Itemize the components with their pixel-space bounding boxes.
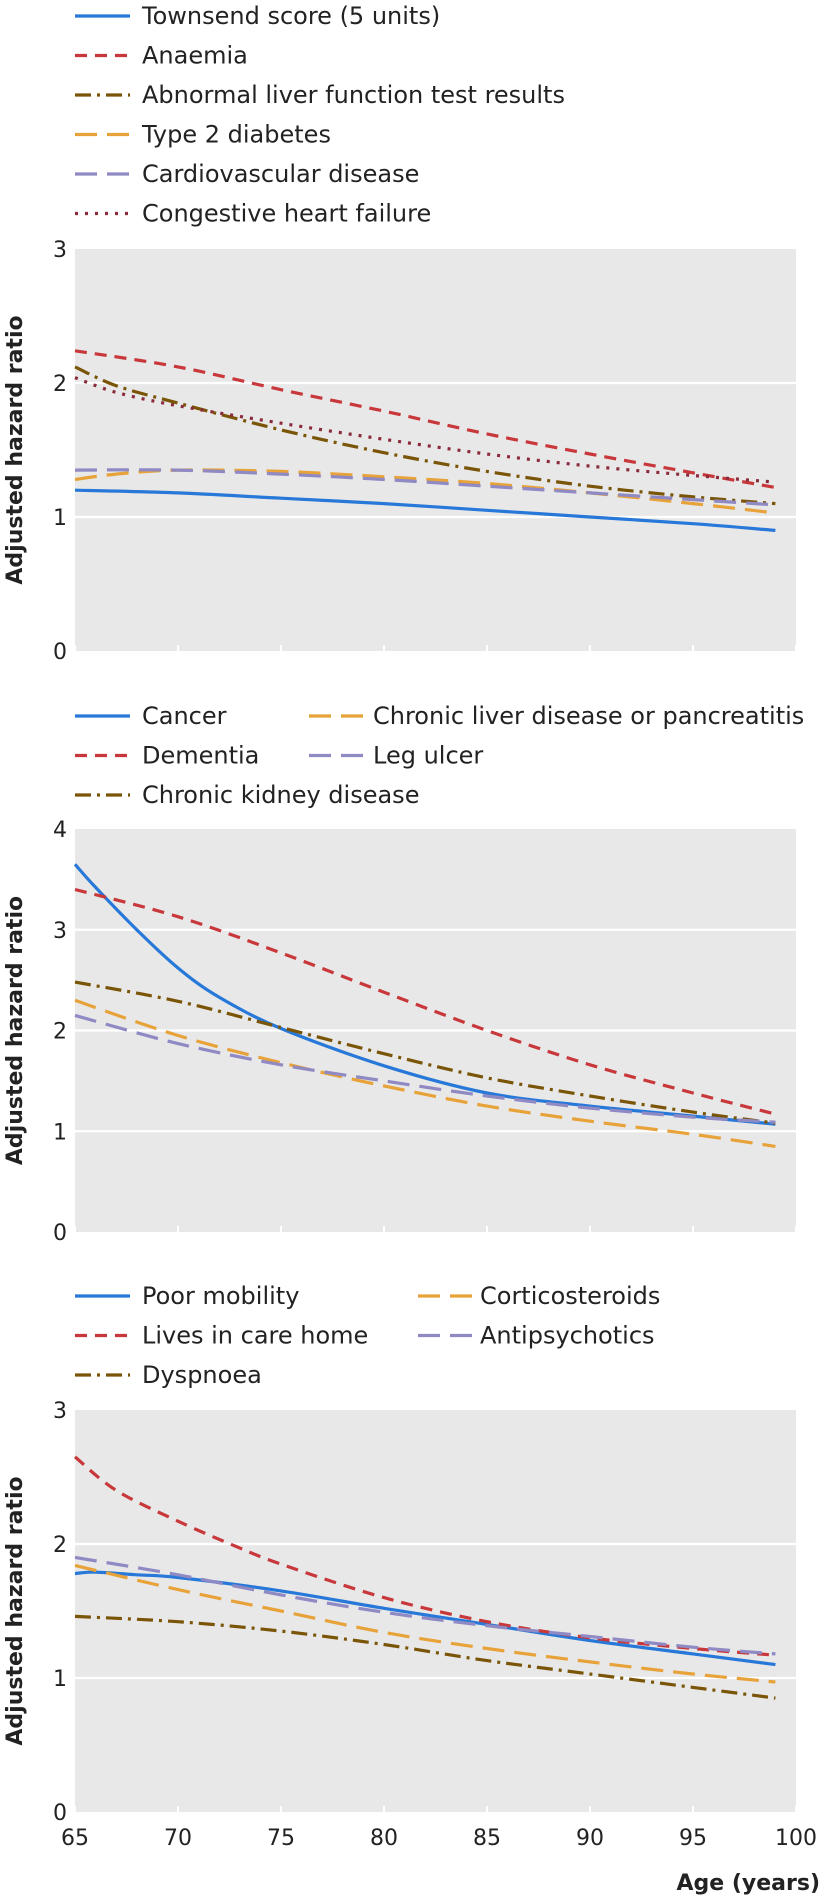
legend-panel-2: Cancer Dementia Chronic kidney disease Chro… [75,702,804,809]
legend-label: Cancer [142,702,227,730]
legend-label: Dementia [142,742,259,770]
legend-item-lives-in-care-home: Lives in care home [75,1322,368,1350]
series-line-dyspnoea [74,1614,776,1700]
series-line-townsend-score-5-units [74,488,776,532]
legend-label: Chronic liver disease or pancreatitis [373,702,804,730]
x-tick-label: 85 [473,1826,501,1851]
series-line-cardiovascular-disease [74,468,776,507]
x-tick-label: 90 [576,1826,604,1851]
legend-panel-1: Townsend score (5 units) Anaemia Abnormal … [75,2,565,228]
series-line-leg-ulcer [74,1013,776,1124]
chart-panel-1: Townsend score (5 units) Anaemia Abnormal … [3,2,797,665]
legend-item-dementia: Dementia [75,742,259,770]
legend-panel-3: Poor mobility Lives in care home Dyspnoea C… [75,1282,660,1389]
y-tick-label: 4 [53,818,67,843]
legend-label: Townsend score (5 units) [141,2,440,30]
x-tick-label: 95 [679,1826,707,1851]
y-tick-label: 0 [53,640,67,665]
legend-label: Antipsychotics [480,1322,655,1350]
y-tick-label: 1 [53,506,67,531]
x-axis-label: Age (years) [676,1871,820,1896]
y-tick-label: 3 [53,919,67,944]
legend-item-chronic-kidney-disease: Chronic kidney disease [75,781,419,809]
series-line-abnormal-liver-function-test-results [74,365,776,506]
series-line-chronic-liver-disease-or-pancreatitis [74,998,776,1148]
legend-item-townsend-score-5-units: Townsend score (5 units) [75,2,440,30]
legend-label: Poor mobility [142,1282,299,1310]
series-line-lives-in-care-home [73,1455,776,1657]
plot-area [75,249,796,651]
series-line-cancer [73,863,776,1126]
legend-label: Chronic kidney disease [142,781,419,809]
legend-item-leg-ulcer: Leg ulcer [309,742,483,770]
y-tick-label: 1 [53,1120,67,1145]
series-line-corticosteroids [74,1563,776,1684]
series-line-congestive-heart-failure [74,376,776,484]
legend-label: Congestive heart failure [142,200,431,228]
y-tick-label: 3 [53,1399,67,1424]
plot-area [75,1410,796,1812]
legend-item-type-2-diabetes: Type 2 diabetes [75,121,331,149]
chart-panel-2: Cancer Dementia Chronic kidney disease Chro… [3,702,804,1246]
legend-item-cancer: Cancer [75,702,227,730]
legend-label: Lives in care home [142,1322,368,1350]
legend-label: Corticosteroids [480,1282,660,1310]
x-tick-label: 75 [267,1826,295,1851]
legend-label: Dyspnoea [142,1361,262,1389]
y-tick-label: 2 [53,1020,67,1045]
legend-label: Abnormal liver function test results [142,81,565,109]
legend-item-cardiovascular-disease: Cardiovascular disease [75,160,419,188]
y-tick-label: 0 [53,1221,67,1246]
legend-item-congestive-heart-failure: Congestive heart failure [75,200,431,228]
series-line-poor-mobility [74,1570,776,1667]
series-line-chronic-kidney-disease [74,980,776,1125]
legend-item-chronic-liver-disease-or-pancreatitis: Chronic liver disease or pancreatitis [309,702,804,730]
y-axis-label: Adjusted hazard ratio [3,315,28,584]
legend-item-dyspnoea: Dyspnoea [75,1361,262,1389]
x-tick-label: 65 [61,1826,89,1851]
y-tick-label: 3 [53,238,67,263]
legend-item-corticosteroids: Corticosteroids [418,1282,660,1310]
legend-item-poor-mobility: Poor mobility [75,1282,299,1310]
legend-item-antipsychotics: Antipsychotics [418,1322,655,1350]
y-axis-label: Adjusted hazard ratio [3,896,28,1165]
series-line-antipsychotics [74,1555,776,1656]
series-line-anaemia [74,349,776,490]
legend-label: Type 2 diabetes [141,121,331,149]
y-tick-label: 2 [53,1533,67,1558]
chart-panel-3: Poor mobility Lives in care home Dyspnoea C… [3,1282,820,1896]
y-tick-label: 2 [53,372,67,397]
y-axis-label: Adjusted hazard ratio [3,1476,28,1745]
legend-label: Anaemia [142,42,248,70]
legend-label: Cardiovascular disease [142,160,419,188]
legend-item-anaemia: Anaemia [75,42,248,70]
x-tick-label: 80 [370,1826,398,1851]
y-tick-label: 0 [53,1801,67,1826]
legend-item-abnormal-liver-function-test-results: Abnormal liver function test results [75,81,565,109]
x-tick-label: 70 [164,1826,192,1851]
legend-label: Leg ulcer [373,742,483,770]
y-tick-label: 1 [53,1667,67,1692]
x-tick-label: 100 [775,1826,817,1851]
